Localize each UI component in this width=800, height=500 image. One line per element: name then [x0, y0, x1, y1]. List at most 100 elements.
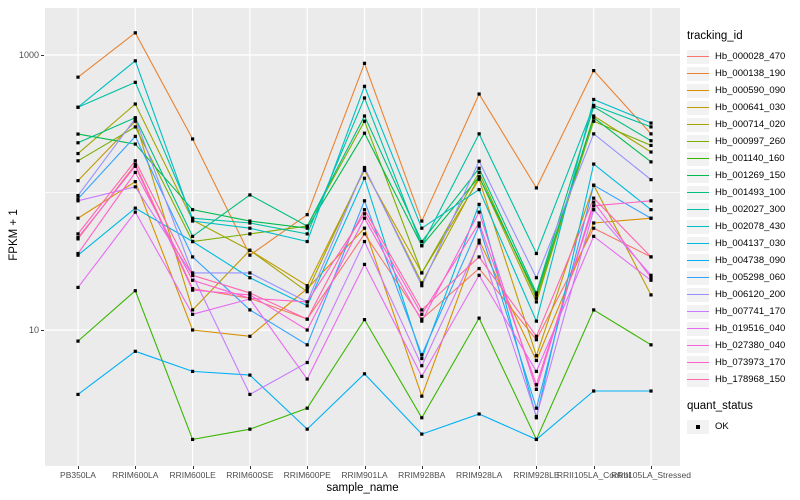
data-point	[305, 224, 309, 228]
data-point	[191, 219, 195, 223]
legend-key-box	[687, 419, 709, 434]
data-point	[592, 114, 596, 118]
data-point	[592, 97, 596, 102]
data-point	[534, 186, 538, 190]
x-tick-mark	[135, 466, 137, 469]
color-swatch-line-icon	[687, 225, 709, 228]
data-point	[133, 349, 137, 353]
data-point	[133, 289, 137, 293]
data-point	[649, 343, 653, 347]
data-point	[191, 273, 195, 277]
data-point	[534, 300, 538, 304]
data-point	[248, 232, 252, 236]
legend-title-quant-status: quant_status	[687, 400, 753, 412]
data-point	[305, 377, 309, 381]
x-tick-label: RRIM600LE	[169, 470, 216, 480]
data-point	[534, 319, 538, 323]
data-point	[649, 125, 653, 129]
legend-item-Hb_073973_170: Hb_073973_170	[687, 354, 799, 371]
data-point	[420, 284, 424, 288]
data-point	[362, 239, 367, 244]
legend-item-Hb_001140_160: Hb_001140_160	[687, 150, 799, 167]
legend-item-label: Hb_000028_470	[715, 51, 786, 62]
data-point	[592, 389, 596, 393]
color-swatch-line-icon	[687, 89, 709, 92]
legend-item-Hb_019516_040: Hb_019516_040	[687, 320, 799, 337]
x-tick-mark	[249, 466, 251, 469]
data-point	[76, 392, 80, 397]
data-point	[191, 288, 195, 292]
data-point	[76, 151, 80, 156]
data-point	[420, 364, 424, 368]
x-tick-mark	[651, 466, 652, 469]
x-tick-mark	[307, 466, 309, 469]
data-point	[362, 165, 367, 170]
data-point	[76, 193, 80, 198]
data-point	[420, 416, 424, 420]
legend-key-box	[687, 253, 709, 268]
legend-item-label: Hb_027380_040	[715, 340, 786, 351]
data-point	[477, 266, 481, 271]
data-point	[592, 132, 596, 136]
data-point	[76, 253, 80, 257]
x-tick-label: RRIM600PE	[283, 470, 331, 480]
data-point	[592, 196, 596, 200]
legend-item-label: Hb_000138_190	[715, 68, 786, 79]
data-point	[420, 394, 424, 398]
data-point	[305, 287, 309, 291]
color-swatch-line-icon	[687, 327, 709, 330]
legend-key-box	[687, 117, 709, 132]
x-tick-mark	[536, 466, 538, 469]
data-point	[534, 358, 538, 363]
data-point	[592, 308, 596, 312]
legend-item-Hb_000028_470: Hb_000028_470	[687, 48, 799, 65]
data-point	[305, 213, 309, 217]
x-tick-label: RRII105LA_Stressed	[611, 470, 691, 480]
data-point	[248, 334, 252, 338]
data-point	[477, 175, 481, 179]
data-point	[534, 334, 538, 338]
data-point	[191, 216, 195, 220]
x-tick-mark	[192, 466, 194, 469]
data-point	[191, 328, 195, 332]
legend-item-Hb_002078_430: Hb_002078_430	[687, 218, 799, 235]
legend-item-label: OK	[715, 421, 729, 432]
data-point	[191, 271, 195, 275]
legend-key-box	[687, 287, 709, 302]
x-tick-label: RRIM928BA	[398, 470, 446, 480]
data-point	[420, 308, 424, 312]
x-tick-label: RRII105LA_Control	[556, 470, 631, 480]
legend-item-Hb_000714_020: Hb_000714_020	[687, 116, 799, 133]
data-point	[76, 199, 80, 203]
data-point	[133, 116, 137, 121]
data-point	[133, 31, 137, 35]
data-point	[420, 356, 424, 361]
data-point	[248, 221, 252, 225]
data-point	[133, 125, 137, 129]
legend-key-box	[687, 202, 709, 217]
data-point	[305, 284, 309, 288]
color-swatch-line-icon	[687, 72, 709, 75]
legend-item-label: Hb_004738_090	[715, 255, 786, 266]
legend-item-label: Hb_019516_040	[715, 323, 786, 334]
legend-key-box	[687, 236, 709, 251]
legend-item-Hb_000997_260: Hb_000997_260	[687, 133, 799, 150]
data-point	[592, 221, 596, 225]
data-point	[248, 248, 252, 252]
data-point	[649, 208, 653, 212]
data-point	[305, 239, 309, 244]
data-point	[477, 92, 481, 96]
color-swatch-line-icon	[687, 106, 709, 109]
legend-item-label: Hb_001269_150	[715, 170, 786, 181]
data-point	[420, 244, 424, 248]
data-point	[305, 360, 309, 365]
data-point	[362, 168, 367, 172]
data-point	[362, 318, 367, 322]
x-axis-title: sample_name	[326, 482, 399, 494]
data-point	[362, 119, 367, 123]
data-point	[305, 343, 309, 347]
data-point	[534, 354, 538, 358]
data-point	[133, 134, 137, 138]
legend-item-Hb_000641_030: Hb_000641_030	[687, 99, 799, 116]
data-point	[477, 255, 481, 259]
